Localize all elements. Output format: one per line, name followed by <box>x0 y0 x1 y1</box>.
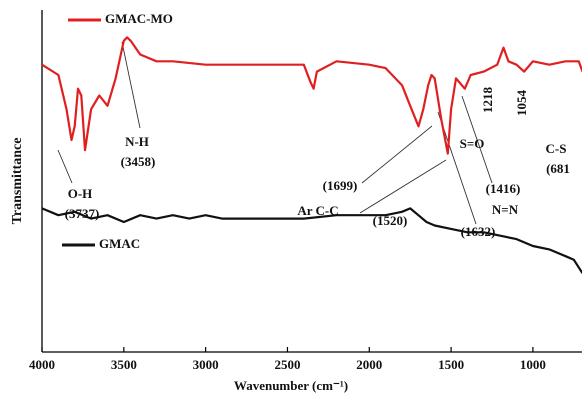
x-tick-label: 1000 <box>520 357 546 372</box>
y-axis-label: Transmittance <box>10 138 25 225</box>
annotation: 1054 <box>514 90 529 117</box>
annotation: N=N <box>492 202 519 217</box>
legend-label: GMAC-MO <box>105 11 173 26</box>
x-tick-label: 2500 <box>274 357 300 372</box>
legend-label: GMAC <box>99 236 140 251</box>
x-tick-label: 4000 <box>29 357 55 372</box>
annotation: (1520) <box>373 213 408 228</box>
x-tick-label: 3500 <box>111 357 137 372</box>
x-axis-label: Wavenumber (cm⁻¹) <box>234 378 348 393</box>
annotation: S=O <box>460 136 485 151</box>
annotation: N-H <box>125 134 149 149</box>
annotation: (3737) <box>65 206 100 221</box>
x-tick-label: 2000 <box>356 357 382 372</box>
annotation: C-S <box>546 141 567 156</box>
annotation: (1699) <box>323 178 358 193</box>
series-line <box>41 36 582 155</box>
annotation: (3458) <box>121 154 156 169</box>
annotation: 1218 <box>480 87 495 114</box>
annotation: (681 <box>546 161 570 176</box>
annotation: (1632) <box>461 224 496 239</box>
annotation: O-H <box>68 186 93 201</box>
arrows <box>57 41 493 225</box>
series-line <box>41 207 582 274</box>
x-tick-label: 1500 <box>438 357 464 372</box>
annotation: Ar C-C <box>297 203 338 218</box>
annotation: (1416) <box>486 181 521 196</box>
x-tick-label: 3000 <box>193 357 219 372</box>
